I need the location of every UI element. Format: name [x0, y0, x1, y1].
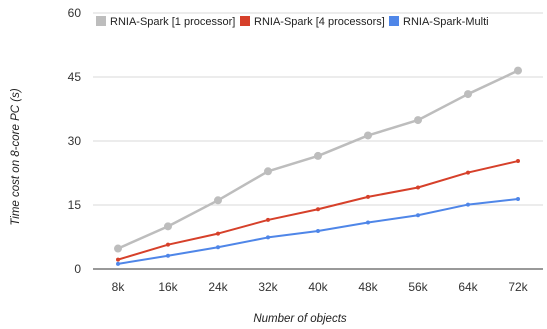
data-point	[216, 245, 220, 250]
data-point	[466, 170, 470, 175]
x-tick-label: 24k	[208, 280, 228, 294]
data-point	[266, 217, 270, 222]
data-point	[466, 202, 470, 207]
data-point	[166, 253, 170, 258]
series	[114, 66, 522, 266]
data-point	[266, 235, 270, 240]
data-point	[116, 261, 120, 266]
x-tick-label: 56k	[408, 280, 428, 294]
x-tick-label: 64k	[458, 280, 478, 294]
x-tick-label: 16k	[158, 280, 178, 294]
data-point	[264, 167, 272, 176]
data-point	[114, 244, 122, 253]
data-point	[366, 194, 370, 199]
y-tick-label: 45	[68, 70, 82, 84]
data-point	[216, 231, 220, 236]
data-point	[316, 229, 320, 234]
legend-swatch	[389, 16, 399, 26]
y-tick-labels: 0 15 30 45 60	[68, 6, 82, 276]
data-point	[516, 197, 520, 202]
data-point	[464, 90, 472, 99]
data-point	[414, 116, 422, 125]
data-point	[214, 196, 222, 205]
series-1	[114, 66, 522, 253]
x-tick-label: 48k	[358, 280, 378, 294]
x-tick-label: 72k	[508, 280, 528, 294]
data-point	[314, 151, 322, 160]
y-axis-title: Time cost on 8-core PC (s)	[10, 88, 22, 225]
data-point	[364, 131, 372, 140]
data-point	[516, 159, 520, 164]
grid-lines	[93, 12, 543, 206]
x-axis-title: Number of objects	[253, 313, 347, 325]
data-point	[514, 66, 522, 75]
legend-item: RNIA-Spark [4 processors]	[240, 16, 385, 28]
x-tick-label: 40k	[308, 280, 328, 294]
legend-item: RNIA-Spark-Multi	[389, 16, 489, 28]
data-point	[316, 207, 320, 212]
data-point	[164, 222, 172, 231]
legend: RNIA-Spark [1 processor] RNIA-Spark [4 pr…	[96, 16, 489, 28]
data-point	[366, 220, 370, 225]
data-point	[166, 242, 170, 247]
legend-swatch	[96, 16, 106, 26]
y-tick-label: 15	[68, 198, 82, 212]
x-tick-labels: 8k 16k 24k 32k 40k 48k 56k 64k 72k	[112, 280, 529, 294]
data-point	[116, 257, 120, 262]
x-tick-label: 32k	[258, 280, 278, 294]
y-tick-label: 60	[68, 6, 82, 20]
series-3	[116, 197, 520, 266]
legend-item: RNIA-Spark [1 processor]	[96, 16, 235, 28]
data-point	[416, 185, 420, 190]
y-tick-label: 0	[74, 262, 81, 276]
legend-label: RNIA-Spark [1 processor]	[110, 16, 235, 28]
series-2	[116, 159, 520, 262]
legend-label: RNIA-Spark-Multi	[403, 16, 489, 28]
legend-label: RNIA-Spark [4 processors]	[254, 16, 385, 28]
x-tick-label: 8k	[112, 280, 126, 294]
data-point	[416, 213, 420, 218]
y-tick-label: 30	[68, 134, 82, 148]
legend-swatch	[240, 16, 250, 26]
